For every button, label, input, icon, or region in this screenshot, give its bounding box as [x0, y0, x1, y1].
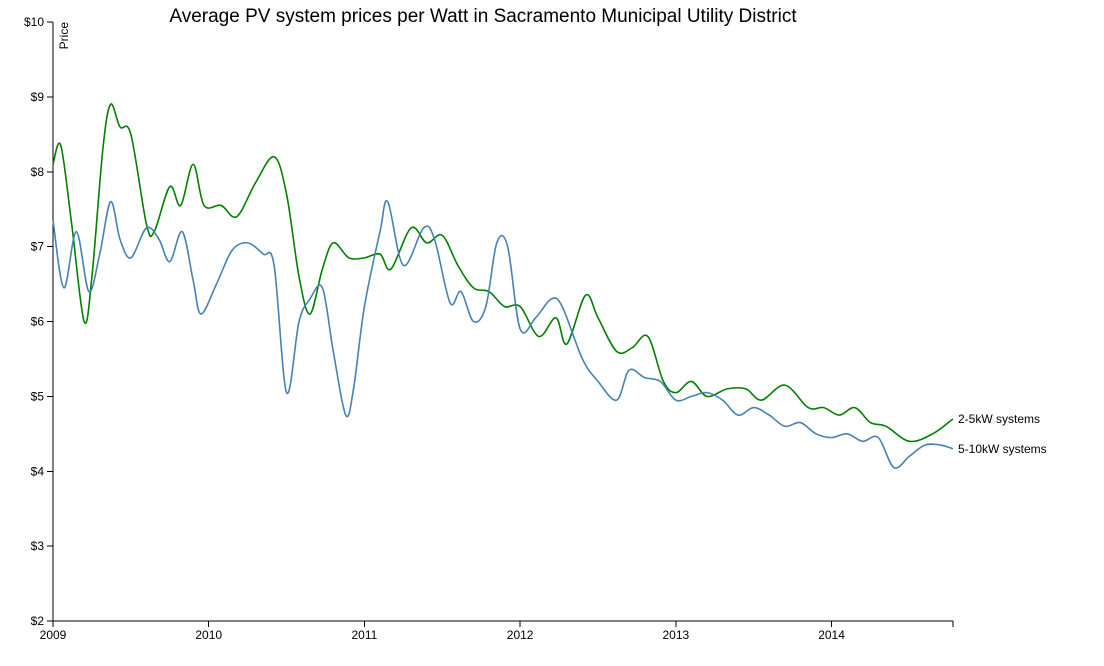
series-label-5-10kw-systems: 5-10kW systems — [958, 442, 1047, 456]
y-tick-label: $9 — [31, 90, 45, 104]
x-tick-label: 2012 — [507, 628, 534, 642]
y-tick-label: $10 — [24, 15, 44, 29]
y-tick-label: $3 — [31, 539, 45, 553]
x-tick-label: 2011 — [352, 628, 378, 642]
y-tick-label: $7 — [31, 240, 45, 254]
series-line-2-5kw-systems — [52, 103, 954, 443]
series-label-2-5kw-systems: 2-5kW systems — [958, 412, 1040, 426]
y-tick-label: $6 — [31, 315, 45, 329]
y-tick-label: $8 — [31, 165, 45, 179]
x-axis: 2009 2010 2011 2012 2013 2014 — [40, 620, 954, 642]
chart-title: Average PV system prices per Watt in Sac… — [169, 6, 797, 27]
y-axis-title: Price — [57, 22, 71, 50]
x-tick-label: 2014 — [818, 628, 845, 642]
y-axis: $2 $3 $4 $5 $6 $7 $8 $9 $10 — [24, 15, 54, 628]
series-line-5-10kw-systems — [52, 199, 954, 469]
y-tick-label: $5 — [31, 389, 45, 403]
x-tick-label: 2010 — [195, 628, 222, 642]
x-tick-label: 2009 — [40, 628, 67, 642]
y-tick-label: $2 — [31, 614, 45, 628]
x-tick-label: 2013 — [662, 628, 689, 642]
series-layer: 2-5kW systems 5-10kW systems — [52, 103, 1047, 469]
y-tick-label: $4 — [31, 464, 45, 478]
